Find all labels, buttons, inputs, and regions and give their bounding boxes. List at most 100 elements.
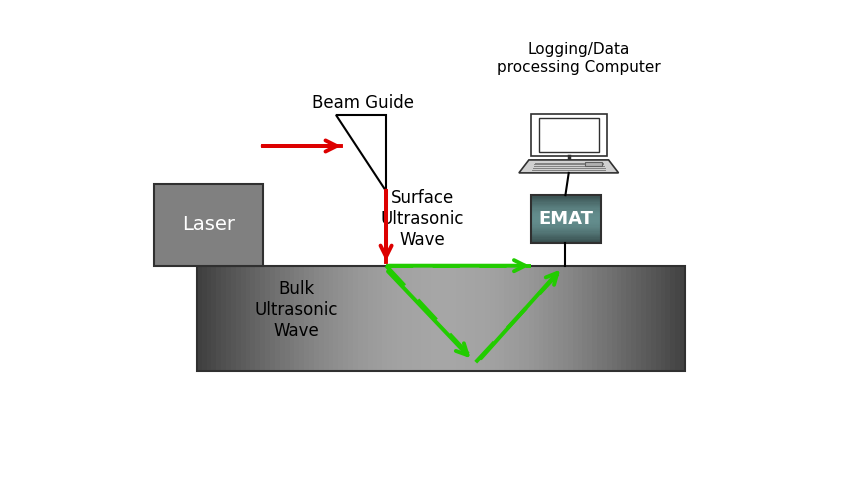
Bar bbox=[530, 225, 601, 227]
Bar bbox=[422, 266, 428, 372]
Text: Laser: Laser bbox=[182, 215, 235, 234]
Bar bbox=[489, 266, 496, 372]
Bar bbox=[530, 201, 601, 202]
Bar bbox=[212, 266, 218, 372]
Bar bbox=[201, 266, 208, 372]
Bar bbox=[641, 266, 647, 372]
Bar bbox=[407, 266, 413, 372]
Polygon shape bbox=[336, 115, 386, 191]
Bar bbox=[197, 266, 203, 372]
Bar bbox=[524, 266, 530, 372]
Bar bbox=[548, 266, 554, 372]
Bar bbox=[509, 266, 515, 372]
Bar bbox=[279, 266, 286, 372]
Bar bbox=[348, 266, 354, 372]
Bar bbox=[530, 113, 607, 156]
Bar bbox=[632, 266, 638, 372]
Bar bbox=[231, 266, 237, 372]
Text: Bulk
Ultrasonic
Wave: Bulk Ultrasonic Wave bbox=[255, 281, 339, 340]
Bar bbox=[592, 266, 598, 372]
Bar bbox=[585, 162, 602, 166]
Bar bbox=[417, 266, 423, 372]
Bar bbox=[670, 266, 676, 372]
Bar bbox=[572, 266, 578, 372]
Bar bbox=[426, 266, 433, 372]
Bar bbox=[221, 266, 227, 372]
Bar bbox=[578, 266, 584, 372]
Bar bbox=[617, 266, 623, 372]
Polygon shape bbox=[519, 160, 619, 173]
Bar bbox=[236, 266, 242, 372]
Bar bbox=[207, 266, 213, 372]
Bar bbox=[387, 266, 393, 372]
Bar bbox=[530, 212, 601, 213]
Text: EMAT: EMAT bbox=[538, 210, 593, 228]
Bar bbox=[216, 266, 223, 372]
Bar bbox=[530, 232, 601, 234]
Bar bbox=[475, 266, 482, 372]
Bar bbox=[558, 266, 564, 372]
Bar bbox=[530, 221, 601, 223]
Bar bbox=[314, 266, 321, 372]
Bar bbox=[440, 266, 447, 372]
Text: Surface
Ultrasonic
Wave: Surface Ultrasonic Wave bbox=[381, 189, 464, 249]
Bar bbox=[295, 266, 301, 372]
Bar bbox=[530, 211, 601, 212]
Bar bbox=[530, 237, 601, 239]
Bar bbox=[530, 241, 601, 242]
Bar bbox=[494, 266, 500, 372]
Bar bbox=[530, 200, 601, 201]
Bar bbox=[153, 184, 263, 266]
Bar bbox=[382, 266, 388, 372]
Bar bbox=[299, 266, 305, 372]
Bar bbox=[534, 266, 540, 372]
Bar bbox=[530, 226, 601, 228]
Bar bbox=[621, 266, 627, 372]
Bar bbox=[568, 266, 574, 372]
Bar bbox=[446, 266, 452, 372]
Text: Beam Guide: Beam Guide bbox=[312, 94, 414, 112]
Bar bbox=[530, 203, 601, 205]
Bar bbox=[530, 219, 601, 220]
Bar bbox=[530, 233, 601, 235]
Bar bbox=[530, 214, 601, 215]
Bar bbox=[538, 266, 545, 372]
Bar bbox=[368, 266, 374, 372]
Bar bbox=[246, 266, 252, 372]
Bar bbox=[530, 206, 601, 207]
Bar bbox=[514, 266, 520, 372]
Bar bbox=[328, 266, 335, 372]
Bar bbox=[530, 195, 601, 196]
Bar bbox=[324, 266, 330, 372]
Bar bbox=[530, 213, 601, 214]
Bar bbox=[304, 266, 310, 372]
Bar bbox=[397, 266, 403, 372]
Bar bbox=[470, 266, 476, 372]
Bar bbox=[563, 266, 569, 372]
Bar bbox=[530, 208, 601, 210]
Bar bbox=[646, 266, 652, 372]
Bar bbox=[261, 266, 267, 372]
Bar bbox=[612, 266, 618, 372]
Bar bbox=[680, 266, 686, 372]
Bar bbox=[530, 209, 601, 211]
Bar bbox=[675, 266, 681, 372]
Bar bbox=[344, 266, 350, 372]
Bar bbox=[530, 202, 601, 203]
Bar bbox=[431, 266, 437, 372]
Bar bbox=[530, 228, 601, 230]
Bar bbox=[530, 218, 601, 219]
Bar bbox=[602, 266, 608, 372]
Bar bbox=[538, 118, 599, 152]
Bar bbox=[626, 266, 632, 372]
Bar bbox=[197, 266, 685, 372]
Text: Logging/Data
processing Computer: Logging/Data processing Computer bbox=[497, 42, 661, 75]
Bar bbox=[529, 266, 535, 372]
Bar bbox=[319, 266, 325, 372]
Bar bbox=[339, 266, 345, 372]
Bar bbox=[530, 215, 601, 217]
Bar bbox=[530, 240, 601, 241]
Bar bbox=[530, 204, 601, 206]
Bar bbox=[451, 266, 457, 372]
Bar bbox=[456, 266, 462, 372]
